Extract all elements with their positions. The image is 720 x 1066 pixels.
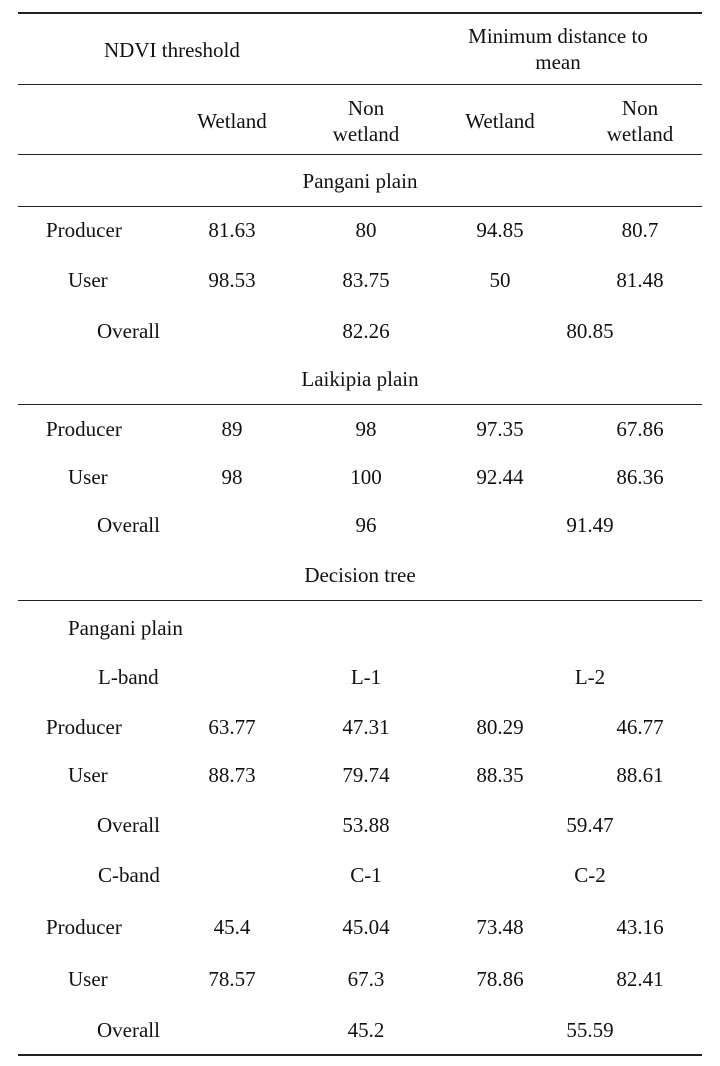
- table-cell: 73.48: [476, 915, 524, 939]
- table-cell: 98: [221, 465, 243, 489]
- table-cell: 53.88: [342, 813, 390, 837]
- section-title-decision-tree: Decision tree: [304, 563, 416, 587]
- table-cell: 80: [355, 218, 377, 242]
- row-label-user: User: [68, 465, 108, 489]
- row-label-overall: Overall: [97, 813, 160, 837]
- table-cell: 47.31: [342, 715, 390, 739]
- row-label-overall: Overall: [97, 319, 160, 343]
- row-label-overall: Overall: [97, 513, 160, 537]
- band-col-c1: C-1: [350, 863, 382, 887]
- col-header-nonwetland-mdm-l1: Non: [621, 96, 659, 120]
- section-title-pangani: Pangani plain: [302, 169, 418, 193]
- subsection-title-pangani: Pangani plain: [68, 616, 183, 640]
- col-header-nonwetland-ndvi-l2: wetland: [332, 122, 400, 146]
- table-cell: 45.2: [347, 1018, 385, 1042]
- table-cell: 81.63: [208, 218, 256, 242]
- table-cell: 83.75: [342, 268, 390, 292]
- row-label-producer: Producer: [46, 715, 122, 739]
- col-header-nonwetland-ndvi-l1: Non: [347, 96, 385, 120]
- decision-tree-section-rule: [18, 600, 702, 601]
- row-label-user: User: [68, 763, 108, 787]
- table-cell: 50: [489, 268, 511, 292]
- table-cell: 89: [221, 417, 243, 441]
- table-cell: 86.36: [616, 465, 664, 489]
- band-label-lband: L-band: [98, 665, 159, 689]
- header-bottom-rule: [18, 154, 702, 155]
- table-cell: 88.61: [616, 763, 664, 787]
- row-label-user: User: [68, 967, 108, 991]
- table-cell: 79.74: [342, 763, 390, 787]
- table-cell: 88.35: [476, 763, 524, 787]
- row-label-producer: Producer: [46, 915, 122, 939]
- band-col-l1: L-1: [350, 665, 382, 689]
- table-cell: 55.59: [566, 1018, 614, 1042]
- table-cell: 96: [355, 513, 377, 537]
- table-cell: 88.73: [208, 763, 256, 787]
- table-cell: 98.53: [208, 268, 256, 292]
- row-label-producer: Producer: [46, 218, 122, 242]
- section-title-laikipia: Laikipia plain: [301, 367, 419, 391]
- table-cell: 67.86: [616, 417, 664, 441]
- band-label-cband: C-band: [98, 863, 160, 887]
- row-label-overall: Overall: [97, 1018, 160, 1042]
- header-ndvi-threshold: NDVI threshold: [104, 38, 240, 62]
- table-cell: 67.3: [347, 967, 385, 991]
- table-cell: 59.47: [566, 813, 614, 837]
- row-label-producer: Producer: [46, 417, 122, 441]
- table-cell: 78.57: [208, 967, 256, 991]
- band-col-l2: L-2: [574, 665, 606, 689]
- table-cell: 92.44: [476, 465, 524, 489]
- table-cell: 78.86: [476, 967, 524, 991]
- header-min-distance-line1: Minimum distance to: [468, 24, 648, 48]
- col-header-wetland-mdm: Wetland: [465, 109, 535, 133]
- table-cell: 43.16: [616, 915, 664, 939]
- table-cell: 94.85: [476, 218, 524, 242]
- table-bottom-rule: [18, 1054, 702, 1056]
- table-cell: 80.29: [476, 715, 524, 739]
- table-cell: 97.35: [476, 417, 524, 441]
- table-cell: 91.49: [566, 513, 614, 537]
- col-header-wetland-ndvi: Wetland: [197, 109, 267, 133]
- row-label-user: User: [68, 268, 108, 292]
- table-cell: 80.85: [566, 319, 614, 343]
- table-cell: 98: [355, 417, 377, 441]
- pangani-section-rule: [18, 206, 702, 207]
- band-col-c2: C-2: [574, 863, 606, 887]
- table-cell: 80.7: [621, 218, 659, 242]
- table-cell: 63.77: [208, 715, 256, 739]
- table-cell: 82.26: [342, 319, 390, 343]
- header-min-distance-line2: mean: [535, 50, 581, 74]
- table-cell: 45.04: [342, 915, 390, 939]
- table-cell: 100: [350, 465, 382, 489]
- table-cell: 46.77: [616, 715, 664, 739]
- table-cell: 81.48: [616, 268, 664, 292]
- col-header-nonwetland-mdm-l2: wetland: [606, 122, 674, 146]
- table-top-rule: [18, 12, 702, 14]
- table-cell: 45.4: [213, 915, 251, 939]
- table-cell: 82.41: [616, 967, 664, 991]
- header-group-rule: [18, 84, 702, 85]
- laikipia-section-rule: [18, 404, 702, 405]
